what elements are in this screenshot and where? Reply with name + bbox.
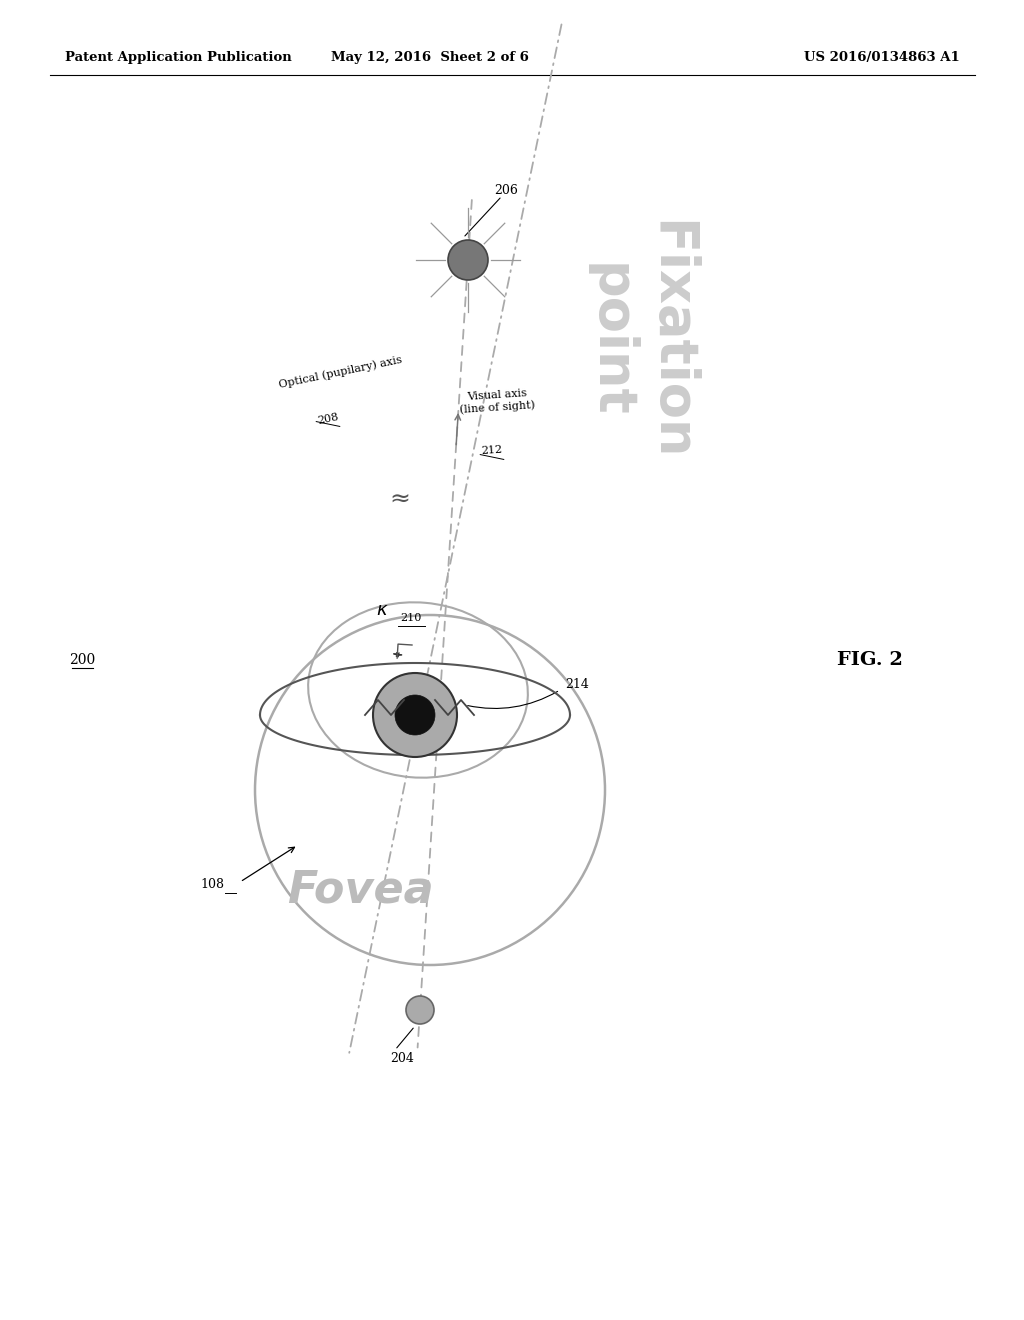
Text: Patent Application Publication: Patent Application Publication xyxy=(65,51,292,65)
Text: May 12, 2016  Sheet 2 of 6: May 12, 2016 Sheet 2 of 6 xyxy=(331,51,529,65)
Text: κ: κ xyxy=(377,601,387,619)
Circle shape xyxy=(395,696,435,735)
Text: 210: 210 xyxy=(400,612,421,623)
Text: 108: 108 xyxy=(200,879,224,891)
Circle shape xyxy=(406,997,434,1024)
Text: 212: 212 xyxy=(481,445,503,457)
Text: 206: 206 xyxy=(494,183,518,197)
Text: 200: 200 xyxy=(69,653,95,667)
Text: ≈: ≈ xyxy=(389,488,411,512)
Circle shape xyxy=(373,673,457,756)
Text: 214: 214 xyxy=(565,678,589,692)
Text: Fixation
point: Fixation point xyxy=(584,219,696,461)
Text: Optical (pupilary) axis: Optical (pupilary) axis xyxy=(278,354,402,389)
Text: FIG. 2: FIG. 2 xyxy=(837,651,903,669)
Text: Visual axis
(line of sight): Visual axis (line of sight) xyxy=(459,388,536,414)
Text: 208: 208 xyxy=(316,412,340,426)
Text: Fovea: Fovea xyxy=(287,869,433,912)
Text: US 2016/0134863 A1: US 2016/0134863 A1 xyxy=(804,51,961,65)
Circle shape xyxy=(449,240,488,280)
Text: 204: 204 xyxy=(390,1052,414,1064)
